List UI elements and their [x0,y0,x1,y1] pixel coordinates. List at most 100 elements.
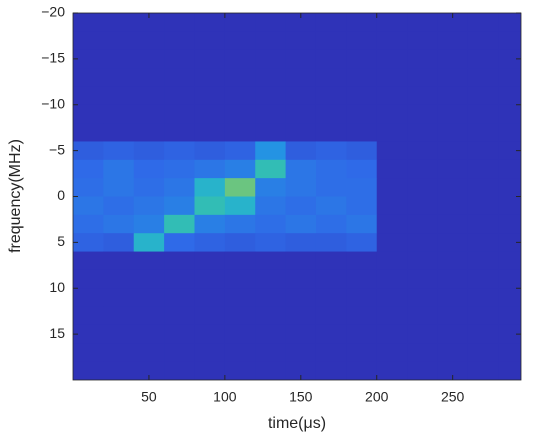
cell [224,68,256,87]
cell [73,31,104,51]
cell [346,68,378,87]
cell [498,196,521,216]
cell [437,159,469,179]
cell [346,288,378,308]
cell [467,233,499,253]
cell [498,104,521,124]
cell [498,361,521,380]
x-tick-label: 200 [365,389,389,405]
cell [498,13,521,32]
cell [255,123,287,142]
cell [315,196,347,216]
cell [103,159,135,179]
cell [285,306,317,326]
cell [285,269,317,289]
cell [498,31,521,51]
cell [194,159,226,179]
cell [103,141,135,161]
cell [437,178,469,197]
cell [346,269,378,289]
cell [103,288,135,308]
cell [133,141,165,161]
cell [194,13,226,32]
cell [194,123,226,142]
cell [133,31,165,51]
cell [346,123,378,142]
cell [285,343,317,363]
cell [407,214,438,234]
cell [467,196,499,216]
cell [194,49,226,69]
cell [467,123,499,142]
cell [315,86,347,106]
cell [224,214,256,234]
cell [467,31,499,51]
y-tick-label: 0 [57,187,65,203]
cell [103,178,135,197]
cell [467,214,499,234]
cell [376,68,408,87]
cell [194,361,226,380]
cell [437,288,469,308]
cell [467,306,499,326]
cell [194,288,226,308]
cell [133,68,165,87]
cell [194,31,226,51]
cell [407,31,438,51]
cell [133,86,165,106]
cell [467,159,499,179]
cell [103,214,135,234]
cell [194,141,226,161]
cell [376,196,408,216]
y-tick-label: −5 [49,141,65,157]
cell [315,251,347,271]
cell [224,86,256,106]
cell [73,123,104,142]
cell [346,104,378,124]
cell [407,288,438,308]
cell [73,288,104,308]
cell [285,214,317,234]
cell [376,343,408,363]
cell [285,68,317,87]
cell [103,13,135,32]
cell [224,104,256,124]
cell [224,123,256,142]
cell [255,361,287,380]
cell [498,269,521,289]
cell [467,141,499,161]
cell [224,178,256,197]
cell [133,104,165,124]
cell [315,233,347,253]
cell [407,306,438,326]
cell [315,288,347,308]
cell [376,13,408,32]
cell [285,288,317,308]
y-tick-label: 10 [49,279,65,295]
cell [224,31,256,51]
cell [133,123,165,142]
cell [315,123,347,142]
cell [103,306,135,326]
cell [103,251,135,271]
cell [437,49,469,69]
cell [73,214,104,234]
cell [315,49,347,69]
cell [407,86,438,106]
cell [437,68,469,87]
cell [467,178,499,197]
cell [255,196,287,216]
cell [285,324,317,344]
cell [73,196,104,216]
cell [255,343,287,363]
cell [467,324,499,344]
cell [224,251,256,271]
y-tick-label: 5 [57,233,65,249]
cell [498,49,521,69]
cell [437,233,469,253]
cell [73,269,104,289]
cell [315,141,347,161]
cell [467,68,499,87]
cell [224,233,256,253]
y-tick-label: −10 [41,95,65,111]
